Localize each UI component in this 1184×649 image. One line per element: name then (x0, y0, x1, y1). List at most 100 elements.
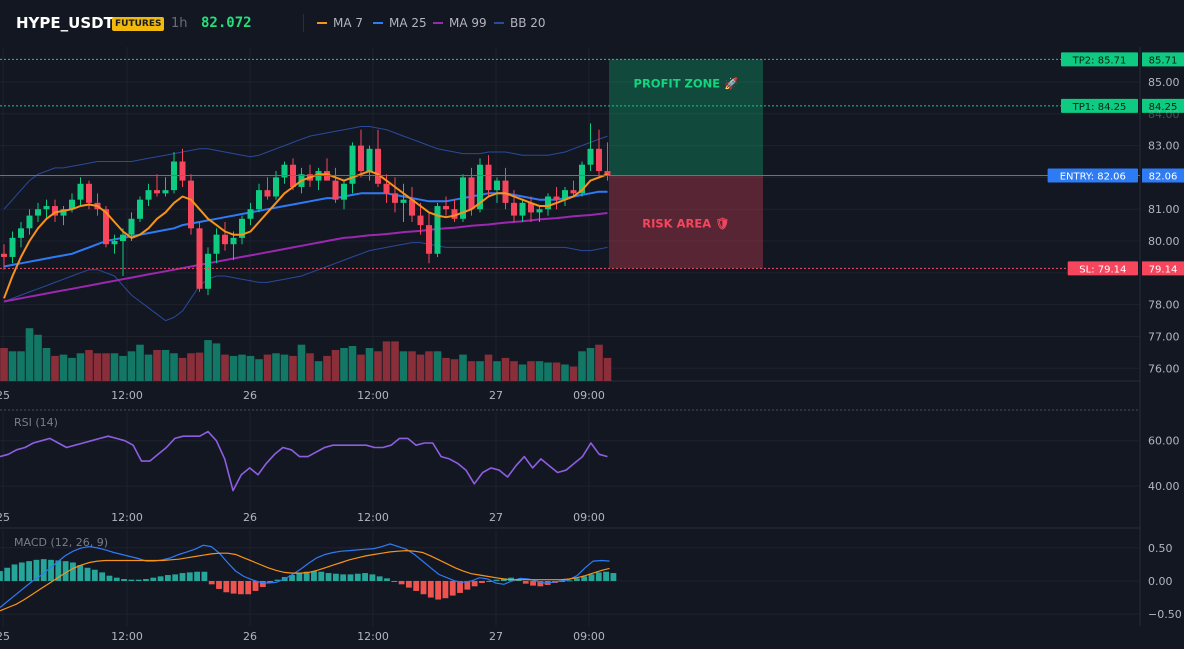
candle-body (570, 190, 577, 194)
legend-bb20[interactable]: BB 20 (494, 16, 546, 30)
volume-bar (323, 355, 331, 381)
macd-histogram-bar (296, 573, 303, 581)
macd-histogram-bar (471, 581, 478, 587)
candle-body (103, 209, 109, 245)
volume-bar (510, 361, 518, 381)
macd-histogram-bar (186, 572, 193, 581)
candle-body (43, 206, 50, 210)
macd-histogram-bar (500, 578, 507, 581)
volume-bar (569, 366, 578, 381)
volume-bar (68, 357, 76, 381)
timeframe-label[interactable]: 1h (171, 16, 188, 31)
volume-bar (399, 351, 408, 381)
level-price-tag-1 (1142, 98, 1184, 113)
profit-zone-label: PROFIT ZONE 🚀 (634, 76, 740, 90)
ma99-line (3, 212, 608, 303)
volume-bar (204, 340, 212, 381)
volume-bar (51, 355, 59, 381)
candle-body (111, 241, 118, 245)
candle-body (536, 209, 543, 213)
ma25-swatch (373, 22, 383, 24)
bb-lower-line (3, 242, 608, 322)
macd-histogram-bar (33, 559, 40, 581)
candle-body (247, 209, 254, 219)
volume-bar (340, 348, 348, 381)
candle-body (587, 148, 594, 165)
symbol-name[interactable]: HYPE_USDT (16, 14, 114, 32)
macd-histogram-bar (479, 581, 485, 583)
candle-body (213, 234, 220, 254)
volume-bar (603, 357, 612, 381)
macd-histogram-bar (435, 581, 442, 600)
volume-bar (297, 344, 306, 381)
chart-header: HYPE_USDT FUTURES 1h 82.072 MA 7 MA 25 M… (0, 0, 1184, 46)
volume-bar (153, 349, 161, 381)
level-price-text-1: 84.25 (1149, 102, 1178, 113)
macd-histogram-bar (486, 581, 493, 582)
volume-bar (0, 348, 8, 381)
volume-bar (314, 361, 323, 381)
macd-histogram-bar (40, 559, 47, 581)
time-axis-label: 12:00 (111, 389, 143, 402)
candle-body (341, 183, 347, 200)
macd-histogram-bar (289, 575, 295, 581)
macd-histogram-bar (164, 575, 171, 581)
macd-histogram-bar (603, 571, 609, 581)
time-axis-label: 26 (243, 630, 257, 643)
legend-ma7[interactable]: MA 7 (317, 16, 363, 30)
volume-bar (238, 354, 246, 381)
ma7-swatch (317, 22, 327, 24)
candle-body (545, 196, 551, 210)
macd-histogram-bar (362, 573, 368, 581)
volume-bar (25, 328, 34, 381)
price-axis-label: 84.00 (1148, 108, 1180, 121)
macd-histogram-bar (208, 581, 215, 585)
candle-body (179, 161, 186, 181)
rsi-axis-label: 60.00 (1148, 435, 1180, 448)
volume-bar (110, 353, 119, 381)
candle-body (128, 218, 135, 235)
macd-histogram-bar (4, 567, 11, 581)
volume-bar (263, 354, 272, 381)
price-axis-label: 80.00 (1148, 235, 1180, 248)
candle-body (52, 206, 58, 216)
volume-bar (42, 348, 51, 381)
macd-histogram-bar (150, 577, 157, 581)
candle-body (443, 206, 449, 210)
time-axis-label: 12:00 (357, 511, 389, 524)
time-axis-label: 25 (0, 389, 10, 402)
volume-bar (450, 359, 459, 381)
volume-bar (561, 364, 569, 381)
macd-histogram-bar (311, 571, 317, 581)
ma99-swatch (433, 22, 443, 24)
time-axis-label: 12:00 (111, 630, 143, 643)
volume-bar (34, 334, 42, 381)
candle-body (409, 199, 415, 216)
candle-body (69, 199, 75, 210)
time-axis-label: 26 (243, 511, 257, 524)
volume-bar (289, 355, 297, 381)
volume-bar (212, 343, 221, 381)
volume-bar (136, 344, 144, 381)
legend-ma99[interactable]: MA 99 (433, 16, 487, 30)
volume-bar (348, 346, 357, 381)
volume-bar (102, 353, 110, 381)
time-axis-label: 25 (0, 630, 10, 643)
volume-bar (246, 355, 255, 381)
time-axis-label: 27 (489, 511, 503, 524)
volume-bar (170, 353, 178, 381)
candle-body (596, 148, 602, 172)
candle-body (349, 145, 356, 184)
candle-body (604, 171, 611, 176)
candle-body (77, 183, 84, 200)
volume-bar (187, 353, 195, 381)
level-tag-text-0: TP2: 85.71 (1072, 55, 1127, 66)
volume-bar (306, 353, 314, 381)
risk-zone-label: RISK AREA 🛡 (642, 217, 729, 231)
volume-bar (59, 354, 68, 381)
volume-bar (365, 348, 374, 381)
volume-bar (8, 351, 17, 381)
legend-ma25[interactable]: MA 25 (373, 16, 427, 30)
rsi-title: RSI (14) (14, 416, 58, 429)
